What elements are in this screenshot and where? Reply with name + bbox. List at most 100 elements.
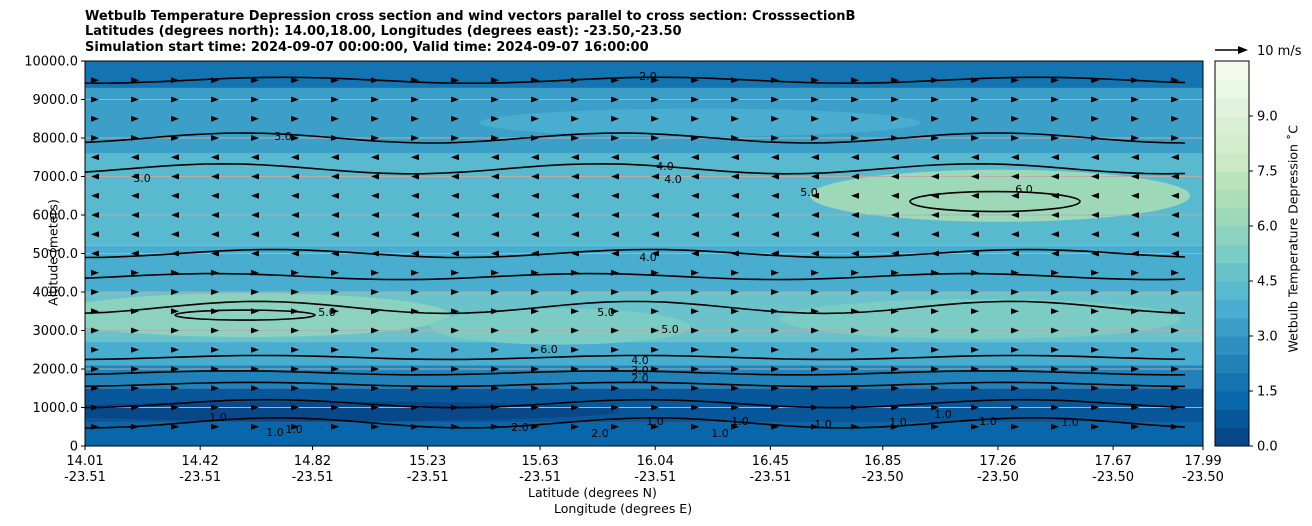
- wind-vector: [291, 192, 299, 199]
- wind-vector: [691, 77, 699, 84]
- x-tick-label-lon: -23.51: [292, 470, 334, 485]
- x-tick-label-lat: 16.85: [864, 454, 901, 469]
- contour-line: [85, 248, 1186, 259]
- wind-vector: [371, 404, 379, 411]
- wind-vector: [211, 327, 219, 334]
- wind-vector: [291, 366, 299, 372]
- wind-key-arrowhead: [1238, 46, 1248, 54]
- wind-vector: [411, 135, 419, 141]
- wind-vector: [491, 192, 499, 199]
- colorbar-segment: [1215, 116, 1249, 135]
- wind-vector: [1051, 115, 1059, 122]
- colorbar: 0.0 1.5 3.0 4.5 6.0 7.5 9.0: [1214, 60, 1278, 455]
- wind-vector: [1051, 173, 1059, 180]
- wind-vector: [491, 308, 499, 315]
- wind-vector: [651, 231, 659, 238]
- wind-vector: [211, 346, 219, 353]
- wind-vector: [1171, 96, 1179, 103]
- wind-vector: [411, 173, 419, 180]
- wind-vector: [491, 366, 499, 372]
- wind-vector: [171, 250, 179, 257]
- wind-vector: [771, 366, 779, 372]
- wind-vector: [571, 173, 579, 180]
- wind-vector: [131, 135, 139, 141]
- wind-vector: [651, 269, 659, 276]
- chart-title-line-1: Wetbulb Temperature Depression cross sec…: [85, 9, 856, 24]
- wind-vector: [851, 327, 859, 334]
- contour-label: 3.0: [631, 364, 649, 377]
- wind-vector: [731, 135, 739, 141]
- wind-vector: [571, 115, 579, 122]
- wind-vector: [1051, 289, 1059, 295]
- wind-vector: [691, 154, 699, 161]
- colorbar-tick-label: 9.0: [1257, 110, 1278, 125]
- wind-vector: [931, 327, 939, 334]
- wind-vector: [211, 154, 219, 161]
- wind-vector: [1171, 308, 1179, 315]
- wind-vector: [251, 366, 259, 372]
- wind-vector: [451, 308, 459, 315]
- wind-vector: [211, 77, 219, 84]
- wind-vector: [491, 135, 499, 141]
- wind-vector: [1011, 77, 1019, 84]
- wind-vector: [331, 423, 339, 430]
- wind-vector: [491, 173, 499, 180]
- wind-vector: [491, 346, 499, 353]
- wind-vector: [91, 308, 99, 315]
- wind-vector: [211, 269, 219, 276]
- wind-vector: [1091, 250, 1099, 257]
- wind-vector: [1091, 308, 1099, 315]
- wind-vector: [851, 135, 859, 141]
- wind-vector: [291, 96, 299, 103]
- wind-vector: [931, 135, 939, 141]
- contour-label: 1.0: [209, 411, 227, 424]
- wind-vector: [1011, 250, 1019, 257]
- wind-vector: [1011, 423, 1019, 430]
- contour-label: 4.0: [664, 173, 682, 186]
- wind-vector: [771, 250, 779, 257]
- wind-vector: [771, 154, 779, 161]
- wind-vector: [531, 96, 539, 103]
- y-tick-label: 5000.0: [33, 247, 79, 262]
- wind-vector: [211, 250, 219, 257]
- y-tick-label: 2000.0: [33, 363, 79, 378]
- wind-vector: [1011, 96, 1019, 103]
- wind-vector: [1051, 308, 1059, 315]
- wind-vector: [1091, 404, 1099, 411]
- wind-vector: [1131, 231, 1139, 238]
- wind-vector: [931, 212, 939, 218]
- contour-fill-patch: [85, 293, 450, 338]
- wind-vector: [931, 269, 939, 276]
- wind-vector: [851, 308, 859, 315]
- wind-vector: [451, 327, 459, 334]
- wind-vector: [331, 385, 339, 392]
- wind-vector: [611, 404, 619, 411]
- y-tick-label: 10000.0: [24, 55, 78, 70]
- wind-vector: [571, 308, 579, 315]
- wind-vector: [931, 346, 939, 353]
- wind-vector: [211, 308, 219, 315]
- wind-vector: [651, 154, 659, 161]
- wind-vector: [891, 385, 899, 392]
- wind-vector: [1051, 96, 1059, 103]
- contour-label: 1.0: [1061, 416, 1079, 429]
- wind-vector: [571, 192, 579, 199]
- wind-vector: [331, 173, 339, 180]
- colorbar-segment: [1215, 79, 1249, 99]
- wind-vector: [931, 154, 939, 161]
- contour-line: [85, 300, 1186, 315]
- wind-vector: [211, 212, 219, 218]
- wind-vector: [931, 289, 939, 295]
- wind-vector: [1051, 327, 1059, 334]
- wind-vector: [1051, 77, 1059, 84]
- colorbar-segment: [1215, 354, 1249, 374]
- wind-vector: [571, 404, 579, 411]
- wind-vector: [491, 115, 499, 122]
- wind-vector: [891, 269, 899, 276]
- wind-vector: [251, 96, 259, 103]
- wind-vector: [731, 423, 739, 430]
- wind-vector: [611, 269, 619, 276]
- wind-vector: [451, 269, 459, 276]
- colorbar-segment: [1215, 299, 1249, 319]
- wind-vector: [811, 269, 819, 276]
